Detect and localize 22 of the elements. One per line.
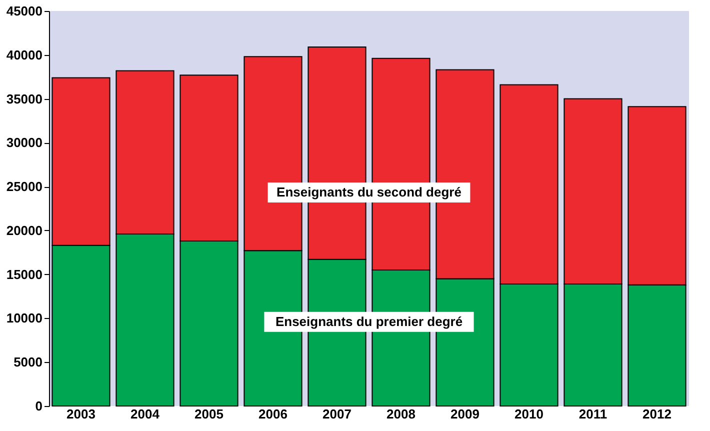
series-label: Enseignants du premier degré: [275, 314, 463, 329]
series-label: Enseignants du second degré: [276, 184, 462, 200]
y-tick-label: 0: [35, 398, 42, 414]
y-tick-label: 30000: [6, 135, 42, 150]
x-tick-label: 2009: [450, 406, 480, 422]
x-tick-label: 2010: [514, 406, 544, 422]
x-tick-label: 2011: [578, 406, 608, 422]
x-tick-label: 2008: [386, 406, 416, 422]
x-tick-label: 2005: [194, 406, 224, 422]
x-tick-label: 2003: [66, 406, 96, 422]
y-tick-label: 25000: [6, 179, 42, 194]
x-tick-label: 2012: [642, 406, 672, 422]
y-tick-label: 20000: [6, 222, 42, 238]
y-tick-label: 5000: [14, 354, 42, 370]
y-tick-label: 15000: [6, 266, 42, 282]
y-tick-label: 45000: [6, 4, 42, 18]
y-tick-label: 10000: [6, 310, 42, 326]
y-tick-label: 40000: [6, 47, 42, 62]
y-tick-label: 35000: [6, 91, 42, 106]
x-tick-label: 2004: [130, 406, 160, 422]
x-tick-label: 2007: [322, 406, 352, 422]
x-tick-label: 2006: [258, 406, 288, 422]
